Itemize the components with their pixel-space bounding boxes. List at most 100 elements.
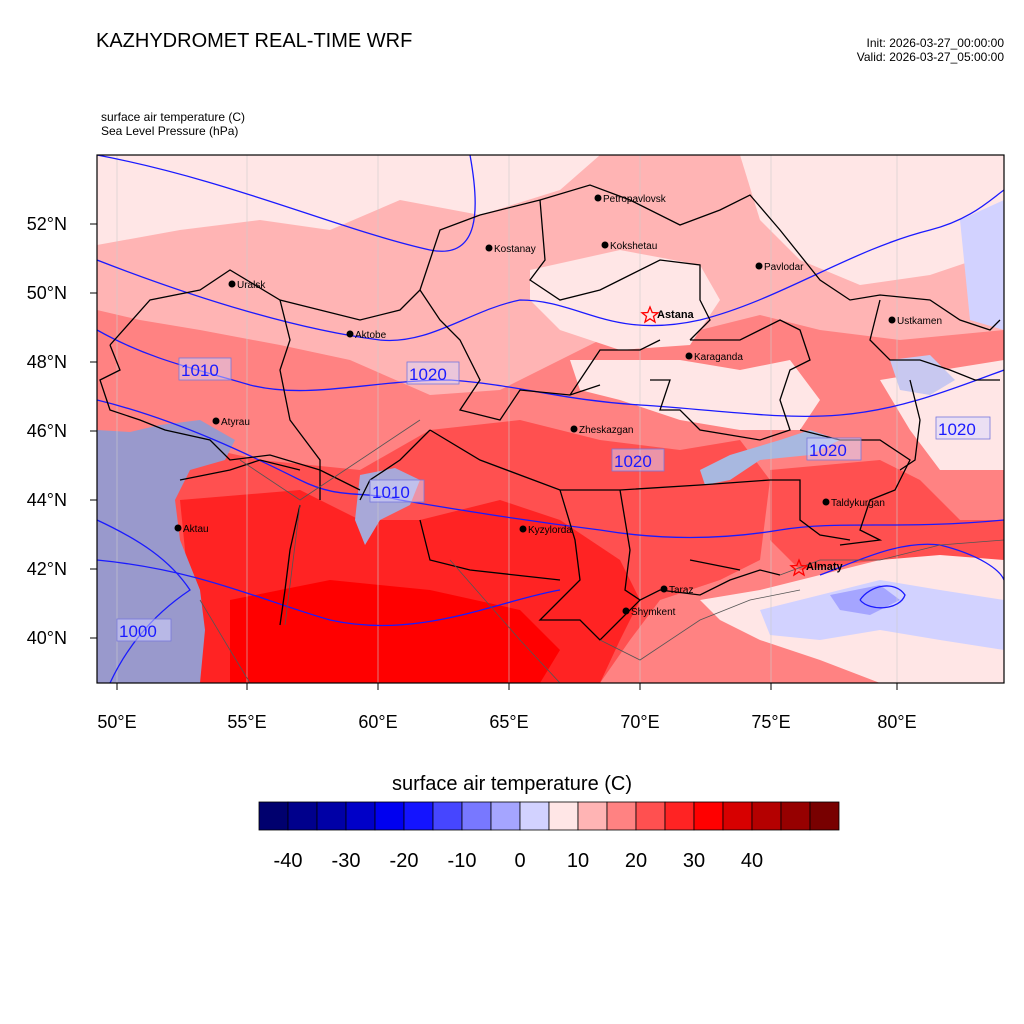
city-label: Aktau [183,524,209,535]
colorbar-swatch [345,801,376,831]
temp-fill-taldykurgan [770,460,1004,570]
capital-star-icon [789,558,809,577]
city-marker [755,262,763,270]
colorbar-swatch [490,801,521,831]
temp-fill-northwest [97,155,600,245]
city-marker [174,524,182,532]
lat-label: 52°N [27,214,67,234]
isobar-label: 1020 [809,441,847,460]
colorbar-swatch [693,801,724,831]
temperature-field [97,155,1004,683]
colorbar-swatch [258,801,289,831]
capital-star-icon [640,305,660,324]
city-marker [888,316,896,324]
lat-label: 42°N [27,559,67,579]
colorbar-swatch [519,801,550,831]
city-label: Astana [657,309,695,321]
city-label: Atyrau [221,417,250,428]
lat-label: 50°N [27,283,67,303]
colorbar-tick-label: 10 [567,850,589,872]
field-pressure-label: Sea Level Pressure (hPa) [101,124,239,138]
temp-fill-central [570,360,820,430]
colorbar-tick-label: 20 [625,850,647,872]
city-marker [346,330,354,338]
lon-label: 60°E [358,712,397,732]
colorbar-swatch [722,801,753,831]
colorbar-swatch [403,801,434,831]
city-label: Ustkamen [897,316,942,327]
colorbar-swatch [664,801,695,831]
colorbar-swatch [577,801,608,831]
colorbar-tick-label: -30 [332,850,361,872]
colorbar-swatch [316,801,347,831]
colorbar-tick-label: -40 [274,850,303,872]
city-marker [594,194,602,202]
city-marker [601,241,609,249]
city-marker [622,607,630,615]
colorbar-swatch [548,801,579,831]
lon-label: 65°E [489,712,528,732]
colorbar-swatch [751,801,782,831]
isobar-label: 1020 [614,452,652,471]
country-borders [199,419,1004,683]
city-label: Kostanay [494,244,536,255]
colorbar [258,801,840,831]
colorbar-tick-label: 0 [514,850,525,872]
colorbar-swatch [374,801,405,831]
colorbar-swatch [461,801,492,831]
lon-tick-labels: 50°E 55°E 60°E 65°E 70°E 75°E 80°E [97,712,916,732]
city-marker [570,425,578,433]
isobar-label: 1010 [372,483,410,502]
colorbar-swatch [780,801,811,831]
city-marker [519,525,527,533]
isobar-label: 1010 [181,361,219,380]
caspian-sea [97,420,235,683]
lon-label: 55°E [227,712,266,732]
lat-label: 48°N [27,352,67,372]
region-borders [99,184,1001,641]
field-temperature-label: surface air temperature (C) [101,110,246,124]
colorbar-tick-label: -20 [390,850,419,872]
isobars [97,155,1004,683]
city-label: Petropavlovsk [603,194,667,205]
city-marker [485,244,493,252]
axis-ticks [90,223,898,690]
isobar-label: 1020 [938,420,976,439]
city-marker [822,498,830,506]
city-label: Aktobe [355,330,387,341]
colorbar-tick-label: -10 [448,850,477,872]
colorbar-tick-label: 30 [683,850,705,872]
colorbar-title: surface air temperature (C) [391,773,633,795]
city-label: Taraz [669,585,693,596]
city-marker [212,417,220,425]
lon-label: 80°E [877,712,916,732]
cities: Petropavlovsk Kostanay Kokshetau Pavloda… [174,194,942,618]
isobar-label: 1000 [119,622,157,641]
temp-fill-hottest [230,580,560,683]
colorbar-labels: -40 -30 -20 -10 0 10 20 30 40 [274,850,764,872]
colorbar-tick-label: 40 [741,850,763,872]
temp-fill-mountains-cold [760,580,1004,650]
plot-frame [96,154,1005,684]
temp-fill-northeast [740,155,1004,285]
field-legend: surface air temperature (C) Sea Level Pr… [101,110,245,138]
city-label: Karaganda [694,352,743,363]
colorbar-swatch [809,801,840,831]
city-label: Kokshetau [610,241,657,252]
city-marker [228,280,236,288]
run-info: Init: 2026-03-27_00:00:00 Valid: 2026-03… [857,36,1004,64]
colorbar-swatch [432,801,463,831]
isobar-labels: 1010 1020 1020 1020 1010 1020 1000 [116,357,991,642]
isobar-label: 1020 [409,365,447,384]
lon-label: 75°E [751,712,790,732]
city-label: Pavlodar [764,262,804,273]
colorbar-swatch [287,801,318,831]
lon-label: 70°E [620,712,659,732]
city-label: Zheskazgan [579,425,633,436]
city-label: Kyzylorda [528,525,572,536]
init-time: Init: 2026-03-27_00:00:00 [866,36,1004,50]
lat-tick-labels: 52°N 50°N 48°N 46°N 44°N 42°N 40°N [27,214,67,648]
colorbar-swatch [635,801,666,831]
city-label: Almaty [806,561,844,573]
